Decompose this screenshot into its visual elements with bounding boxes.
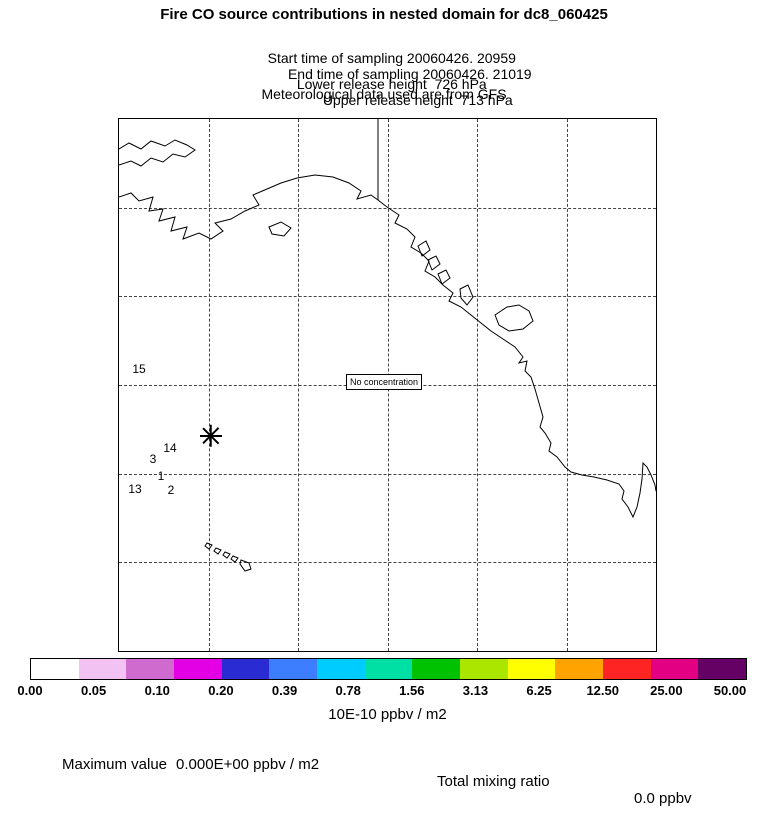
colorbar-tick-0.20: 0.20 xyxy=(208,683,234,698)
start-time-text: Start time of sampling 20060426. 20959 xyxy=(267,50,516,66)
colorbar-tick-3.13: 3.13 xyxy=(462,683,489,698)
track-point-15: 15 xyxy=(132,362,146,376)
total-mixing-ratio-value: 0.0 ppbv xyxy=(634,790,692,807)
colorbar-tick-12.50: 12.50 xyxy=(586,683,619,698)
colorbar xyxy=(30,658,747,680)
colorbar-segment xyxy=(78,659,127,679)
track-point-3: 3 xyxy=(149,452,157,466)
colorbar-tick-1.56: 1.56 xyxy=(399,683,425,698)
colorbar-tick-6.25: 6.25 xyxy=(526,683,552,698)
lower-release-text: Lower release height 726 hPa xyxy=(296,76,487,92)
end-time-text: End time of sampling 20060426. 21019 xyxy=(287,66,532,82)
colorbar-segment xyxy=(603,659,651,679)
track-point-13: 13 xyxy=(128,482,142,496)
colorbar-tick-0.78: 0.78 xyxy=(335,683,361,698)
colorbar-tick-50.00: 50.00 xyxy=(713,683,747,698)
summary-line: Maximum value 0.000E+00 ppbv / m2 Total m… xyxy=(0,739,768,807)
colorbar-tick-0.39: 0.39 xyxy=(271,683,298,698)
colorbar-ticks: 0.00 0.05 0.10 0.20 0.39 0.78 1.56 3.13 6.25 12.5… xyxy=(17,683,747,699)
track-point-14: 14 xyxy=(163,441,177,455)
colorbar-units-label: 10E-10 ppbv / m2 xyxy=(328,706,447,723)
plot-title: Fire CO source contributions in nested d… xyxy=(160,6,608,23)
track-point-1: 1 xyxy=(157,469,165,483)
colorbar-segment xyxy=(460,659,508,679)
grid-line-horizontal xyxy=(119,562,656,564)
release-heights-line: Lower release height 726 hPa Upper relea… xyxy=(0,60,768,124)
track-point-2: 2 xyxy=(167,483,175,497)
colorbar-segment xyxy=(269,659,318,679)
colorbar-segment xyxy=(174,659,222,679)
colorbar-tick-0.00: 0.00 xyxy=(17,683,43,698)
colorbar-segment xyxy=(507,659,556,679)
coastline-map xyxy=(119,119,656,572)
colorbar-segment xyxy=(364,659,413,679)
maximum-value-text: Maximum value 0.000E+00 ppbv / m2 xyxy=(62,756,319,773)
grid-line-horizontal xyxy=(119,296,656,298)
colorbar-segment xyxy=(412,659,461,679)
map-panel: No concentration 15 14 3 1 13 2 xyxy=(118,118,657,652)
maximum-value: 0.000E+00 ppbv / m2 xyxy=(176,756,320,773)
marker-layer: No concentration 15 14 3 1 13 2 xyxy=(119,119,656,651)
total-mixing-ratio-label: Total mixing ratio xyxy=(437,773,550,790)
colorbar-segment xyxy=(317,659,365,679)
upper-release-text: Upper release height 713 hPa xyxy=(322,92,513,108)
colorbar-segment xyxy=(698,659,747,679)
colorbar-segment xyxy=(221,659,270,679)
maximum-value-label: Maximum value xyxy=(62,756,168,773)
sampling-times-line: Start time of sampling 20060426. 20959 E… xyxy=(0,34,768,98)
grid-line-horizontal xyxy=(119,473,656,475)
colorbar-segment xyxy=(650,659,699,679)
no-concentration-label: No concentration xyxy=(346,374,423,390)
colorbar-tick-25.00: 25.00 xyxy=(650,683,683,698)
grid-line-horizontal xyxy=(119,207,656,209)
colorbar-segment xyxy=(555,659,604,679)
release-marker xyxy=(200,424,222,447)
colorbar-tick-0.10: 0.10 xyxy=(144,683,170,698)
colorbar-segment xyxy=(126,659,175,679)
colorbar-tick-0.05: 0.05 xyxy=(80,683,107,698)
met-data-text: Meteorological data used are from GFS xyxy=(261,86,507,102)
colorbar-segment xyxy=(31,659,79,679)
